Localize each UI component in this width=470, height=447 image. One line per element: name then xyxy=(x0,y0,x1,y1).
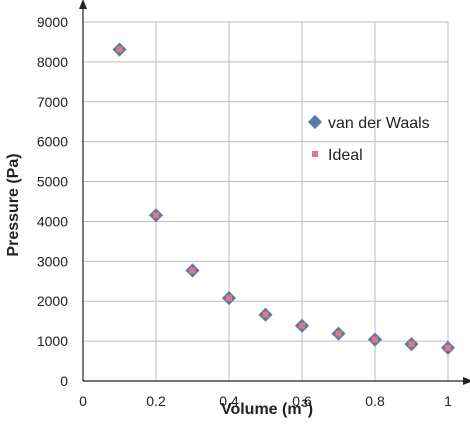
y-tick-label: 7000 xyxy=(37,94,68,110)
y-tick-label: 6000 xyxy=(37,134,68,150)
legend: van der Waals Ideal xyxy=(307,114,430,164)
y-tick-label: 2000 xyxy=(37,293,68,309)
x-tick-labels: 0 0.2 0.4 0.6 0.8 1 xyxy=(79,393,452,409)
point-ideal xyxy=(408,341,415,348)
legend-marker-ideal xyxy=(312,151,318,157)
x-tick-label: 0.4 xyxy=(219,393,239,409)
legend-marker-van-der-waals xyxy=(307,114,323,130)
grid xyxy=(83,21,449,381)
axes xyxy=(79,0,470,385)
x-axis-title-main: Volume (m xyxy=(221,401,302,418)
x-axis-title-close: ) xyxy=(308,401,313,418)
x-tick-label: 0.2 xyxy=(146,393,166,409)
y-tick-labels: 0 1000 2000 3000 4000 5000 6000 7000 8000 9000 xyxy=(37,14,68,389)
y-tick-label: 3000 xyxy=(37,253,68,269)
point-ideal xyxy=(116,46,123,53)
point-ideal xyxy=(335,330,342,337)
legend-label-van-der-waals: van der Waals xyxy=(328,115,430,132)
x-tick-label: 0.6 xyxy=(292,393,312,409)
y-tick-label: 8000 xyxy=(37,54,68,70)
y-axis-title: Pressure (Pa) xyxy=(5,153,22,256)
point-ideal xyxy=(372,336,378,343)
y-tick-label: 1000 xyxy=(37,333,68,349)
point-ideal xyxy=(153,212,159,219)
y-tick-label: 5000 xyxy=(37,174,68,190)
point-ideal xyxy=(262,311,269,318)
x-tick-label: 0.8 xyxy=(365,393,385,409)
point-ideal xyxy=(299,322,305,329)
x-tick-label: 0 xyxy=(79,393,87,409)
x-axis-title: Volume (m3) xyxy=(221,398,313,418)
y-tick-label: 9000 xyxy=(37,14,68,30)
point-ideal xyxy=(226,295,232,302)
point-ideal xyxy=(445,344,451,351)
legend-label-ideal: Ideal xyxy=(328,147,363,164)
x-axis-title-superscript: 3 xyxy=(302,398,308,410)
y-tick-label: 4000 xyxy=(37,213,68,229)
data-points xyxy=(112,42,456,355)
y-tick-label: 0 xyxy=(60,373,68,389)
point-ideal xyxy=(189,267,196,274)
x-tick-label: 1 xyxy=(444,393,452,409)
